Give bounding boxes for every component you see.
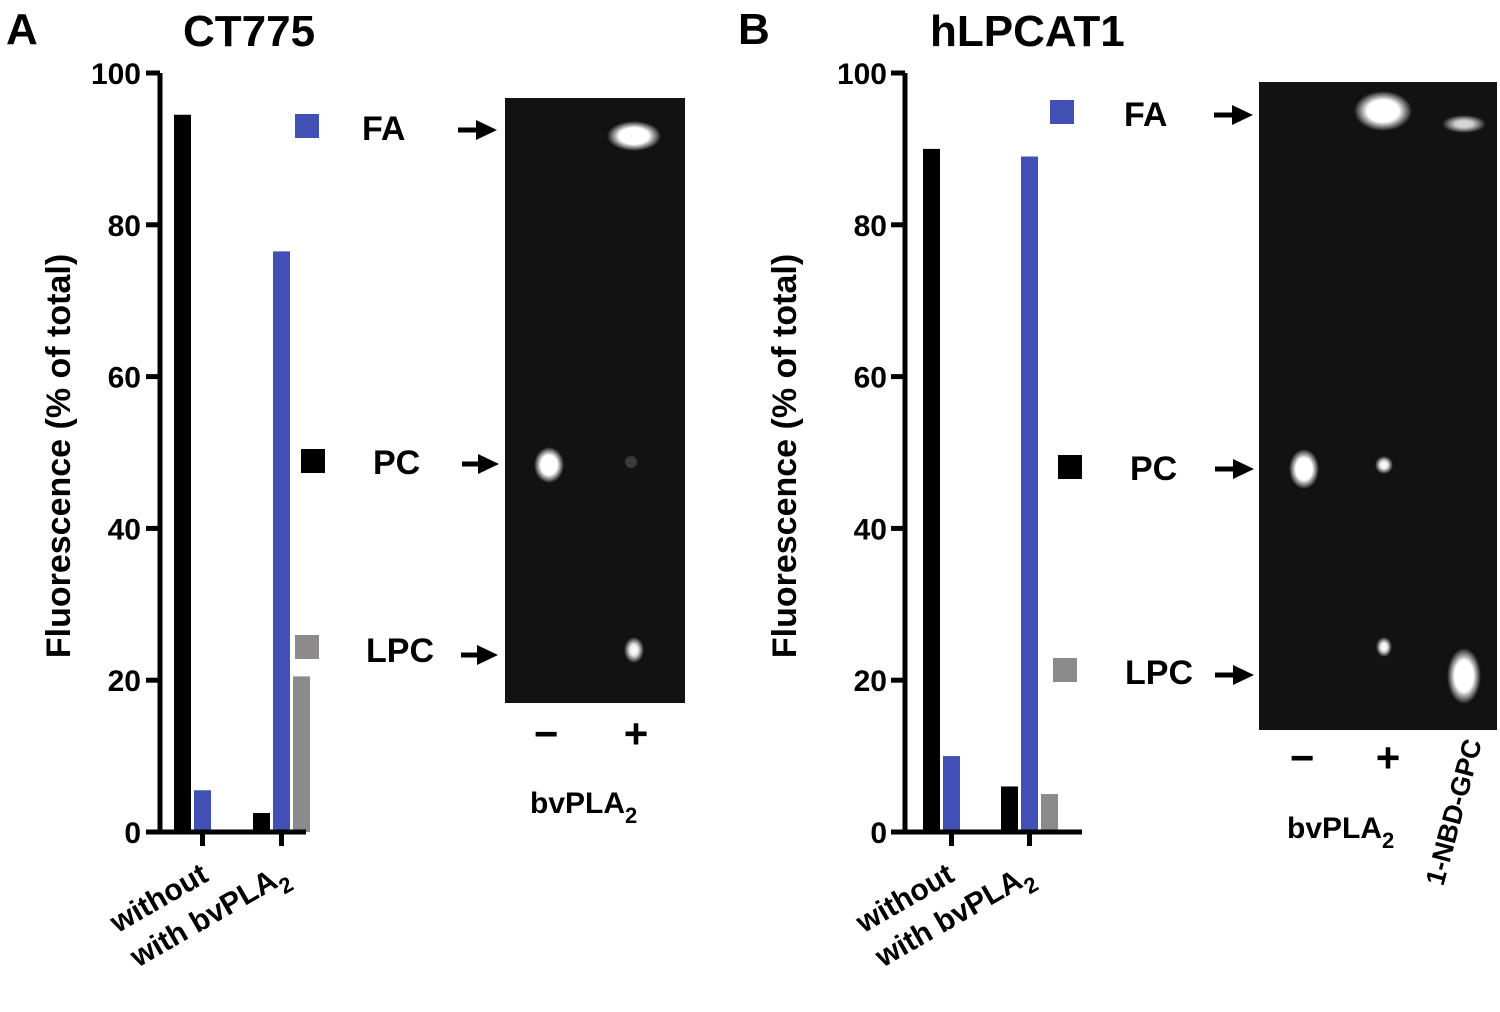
tlc-gel-b xyxy=(1259,82,1497,730)
panel-letter-b: B xyxy=(738,5,770,54)
legend-label-lpc-a: LPC xyxy=(366,632,434,670)
legend-swatch-fa-b xyxy=(1050,100,1074,124)
gel-caption-sub-b: 2 xyxy=(1382,828,1394,853)
gel-spot-fa-nbd-b xyxy=(1442,115,1486,133)
y-tick-label-b: 100 xyxy=(837,58,887,91)
arrows-b xyxy=(1214,105,1254,685)
tlc-gel-a xyxy=(505,98,685,703)
legend-label-fa-b: FA xyxy=(1124,96,1167,134)
y-tick-label-b: 40 xyxy=(854,513,887,546)
y-tick-label-b: 0 xyxy=(870,817,887,850)
arrow-pc-b xyxy=(1215,459,1254,479)
bar-fa-without-a xyxy=(194,790,211,832)
y-axis-label-b: Fluorescence (% of total) xyxy=(766,254,804,658)
panel-title-a: CT775 xyxy=(183,7,315,56)
gel-spot-pc-plus-b xyxy=(1375,456,1393,474)
legend-b: FA PC LPC xyxy=(1050,96,1193,692)
y-tick-label-a: 40 xyxy=(108,513,141,546)
gel-spot-pc-plus-a xyxy=(625,456,637,468)
y-tick-label-a: 80 xyxy=(108,210,141,243)
y-tick-label-a: 60 xyxy=(108,362,141,395)
gel-lane-minus-a: − xyxy=(534,710,559,757)
y-axis-label-a: Fluorescence (% of total) xyxy=(40,254,78,658)
arrows-a xyxy=(458,120,499,665)
y-tick-label-a: 0 xyxy=(124,817,141,850)
gel-spot-pc-minus-b xyxy=(1289,449,1319,489)
gel-caption-b: bvPLA2 xyxy=(1287,812,1394,853)
bar-fa-with-a xyxy=(273,251,290,833)
gel-spot-lpc-nbd-b xyxy=(1447,648,1481,704)
plot-area-a: 0 20 40 60 80 100 xyxy=(91,58,310,850)
legend-swatch-lpc-a xyxy=(295,635,319,659)
bar-lpc-with-a xyxy=(293,676,310,832)
y-tick-label-a: 100 xyxy=(91,58,141,91)
gel-caption-sub-a: 2 xyxy=(625,803,637,828)
y-tick-label-b: 80 xyxy=(854,210,887,243)
gel-caption-text-b: bvPLA xyxy=(1287,812,1382,845)
legend-label-lpc-b: LPC xyxy=(1125,654,1193,692)
bar-pc-with-a xyxy=(253,813,270,832)
y-tick-label-a: 20 xyxy=(108,665,141,698)
legend-label-pc-b: PC xyxy=(1130,450,1177,488)
gel-caption-text-a: bvPLA xyxy=(530,787,625,820)
gel-lane-minus-b: − xyxy=(1290,734,1315,781)
bar-lpc-with-b xyxy=(1041,794,1058,832)
legend-label-fa-a: FA xyxy=(362,110,405,148)
legend-swatch-lpc-b xyxy=(1053,658,1077,682)
gel-caption-a: bvPLA2 xyxy=(530,787,637,828)
legend-swatch-pc-a xyxy=(301,449,325,473)
gel-background-b xyxy=(1259,82,1497,730)
gel-spot-lpc-plus-a xyxy=(624,637,644,663)
legend-swatch-fa-a xyxy=(295,114,319,138)
legend-a: FA PC LPC xyxy=(295,110,434,670)
y-tick-label-b: 60 xyxy=(854,362,887,395)
bar-pc-without-a xyxy=(174,114,191,833)
arrow-fa-b xyxy=(1214,105,1253,125)
bar-fa-without-b xyxy=(943,756,960,832)
bar-pc-with-b xyxy=(1001,786,1018,832)
plot-area-b: 0 20 40 60 80 100 xyxy=(837,58,1082,850)
arrow-fa-a xyxy=(458,120,497,140)
panel-a: A CT775 Fluorescence (% of total) 0 20 40 6… xyxy=(6,5,685,974)
gel-lane-plus-b: + xyxy=(1376,734,1401,781)
gel-spot-fa-plus-a xyxy=(607,121,661,151)
bar-pc-without-b xyxy=(923,148,940,832)
arrow-pc-a xyxy=(462,454,499,474)
arrow-lpc-a xyxy=(461,645,498,665)
gel-background-a xyxy=(505,98,685,703)
gel-spot-lpc-plus-b xyxy=(1376,637,1392,657)
panel-title-b: hLPCAT1 xyxy=(930,7,1125,56)
gel-lane-plus-a: + xyxy=(624,710,649,757)
legend-label-pc-a: PC xyxy=(373,444,420,482)
panel-letter-a: A xyxy=(6,5,38,54)
bar-fa-with-b xyxy=(1021,156,1038,833)
arrow-lpc-b xyxy=(1215,665,1254,685)
legend-swatch-pc-b xyxy=(1058,455,1082,479)
panel-b: B hLPCAT1 Fluorescence (% of total) 0 20 4… xyxy=(738,5,1497,974)
gel-lane-nbd-gpc-b: 1-NBD-GPC xyxy=(1420,736,1488,889)
gel-spot-pc-minus-a xyxy=(534,447,564,483)
y-tick-label-b: 20 xyxy=(854,665,887,698)
gel-spot-fa-plus-b xyxy=(1354,91,1412,131)
